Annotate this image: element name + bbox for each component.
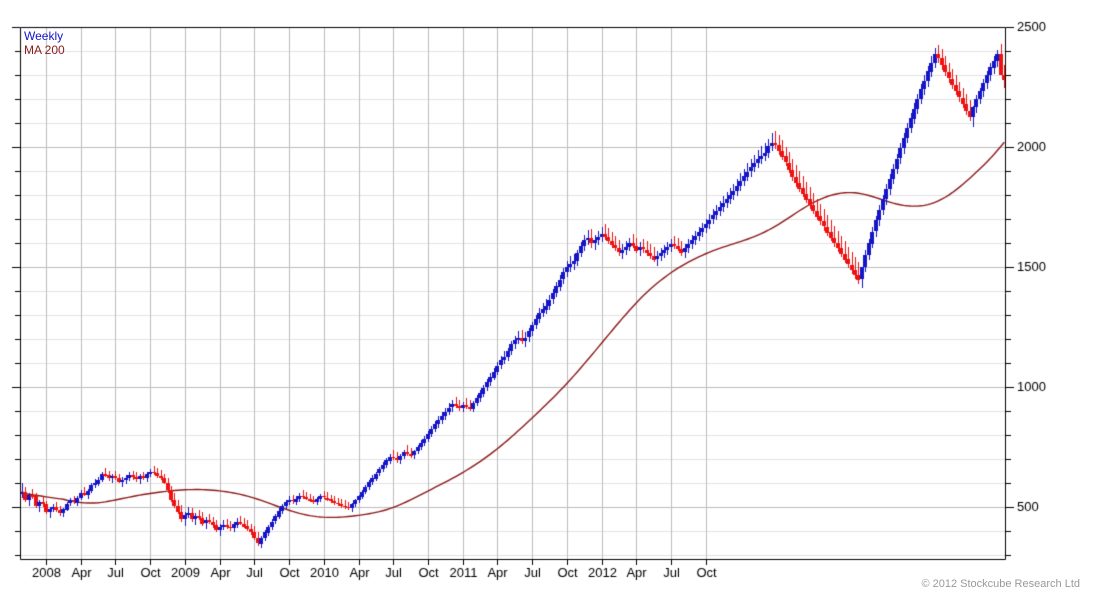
legend-item-weekly: Weekly bbox=[24, 29, 64, 43]
chart-legend: Weekly MA 200 bbox=[24, 29, 65, 57]
legend-item-ma200: MA 200 bbox=[24, 43, 65, 57]
copyright-notice: © 2012 Stockcube Research Ltd bbox=[921, 578, 1080, 590]
